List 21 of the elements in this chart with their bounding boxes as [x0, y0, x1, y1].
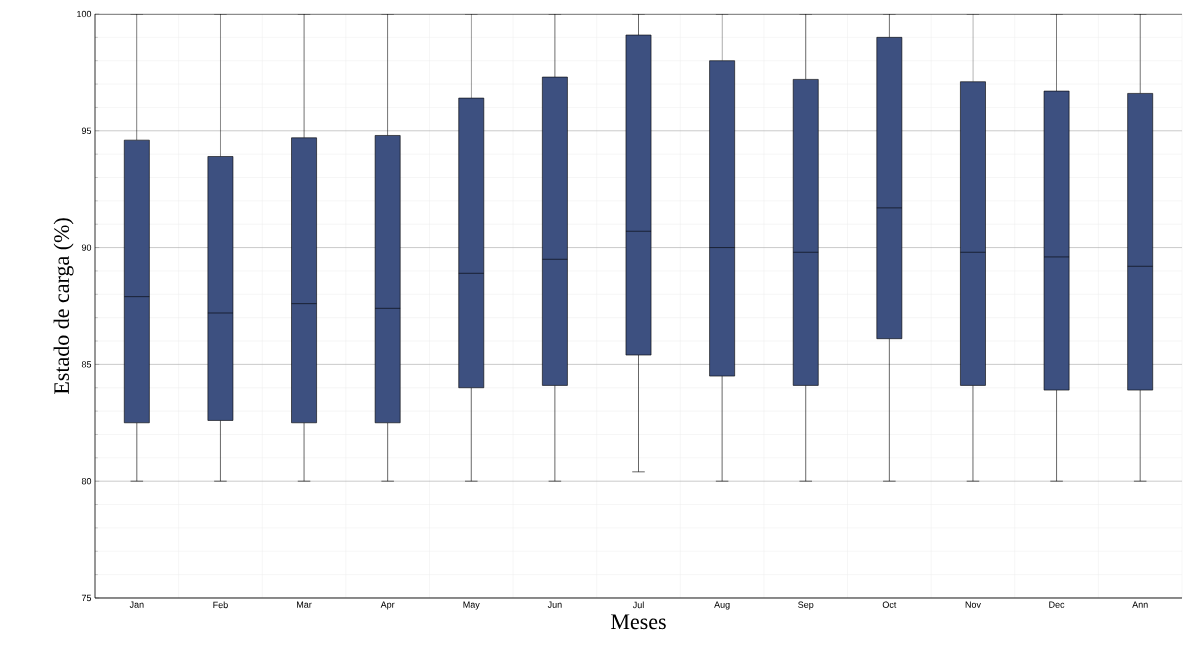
x-tick-label: Apr	[380, 601, 395, 610]
x-tick-label: Oct	[882, 601, 897, 608]
x-tick-label: Dec	[1049, 601, 1065, 608]
y-tick-label: 75	[81, 594, 92, 602]
x-tick-label: Aug	[714, 601, 730, 610]
y-tick-label: 95	[81, 127, 92, 134]
y-tick-label: 100	[77, 10, 92, 18]
x-tick-label: Sep	[798, 601, 814, 610]
x-tick-label: Jan	[129, 601, 144, 608]
y-axis-title: Estado de carga (%)	[53, 218, 74, 395]
y-tick-label: 90	[81, 244, 92, 251]
x-tick-label: Ann	[1132, 601, 1148, 608]
y-tick-label: 85	[81, 361, 92, 368]
x-tick-label: Jul	[632, 601, 644, 609]
x-tick-label: Nov	[965, 601, 981, 608]
y-tick-label: 80	[81, 478, 92, 485]
x-tick-label: Jun	[547, 601, 562, 608]
x-tick-label: May	[463, 601, 480, 610]
x-tick-label: Mar	[297, 601, 312, 608]
x-tick-label: Feb	[213, 601, 228, 609]
x-axis-title: Meses	[611, 614, 666, 630]
